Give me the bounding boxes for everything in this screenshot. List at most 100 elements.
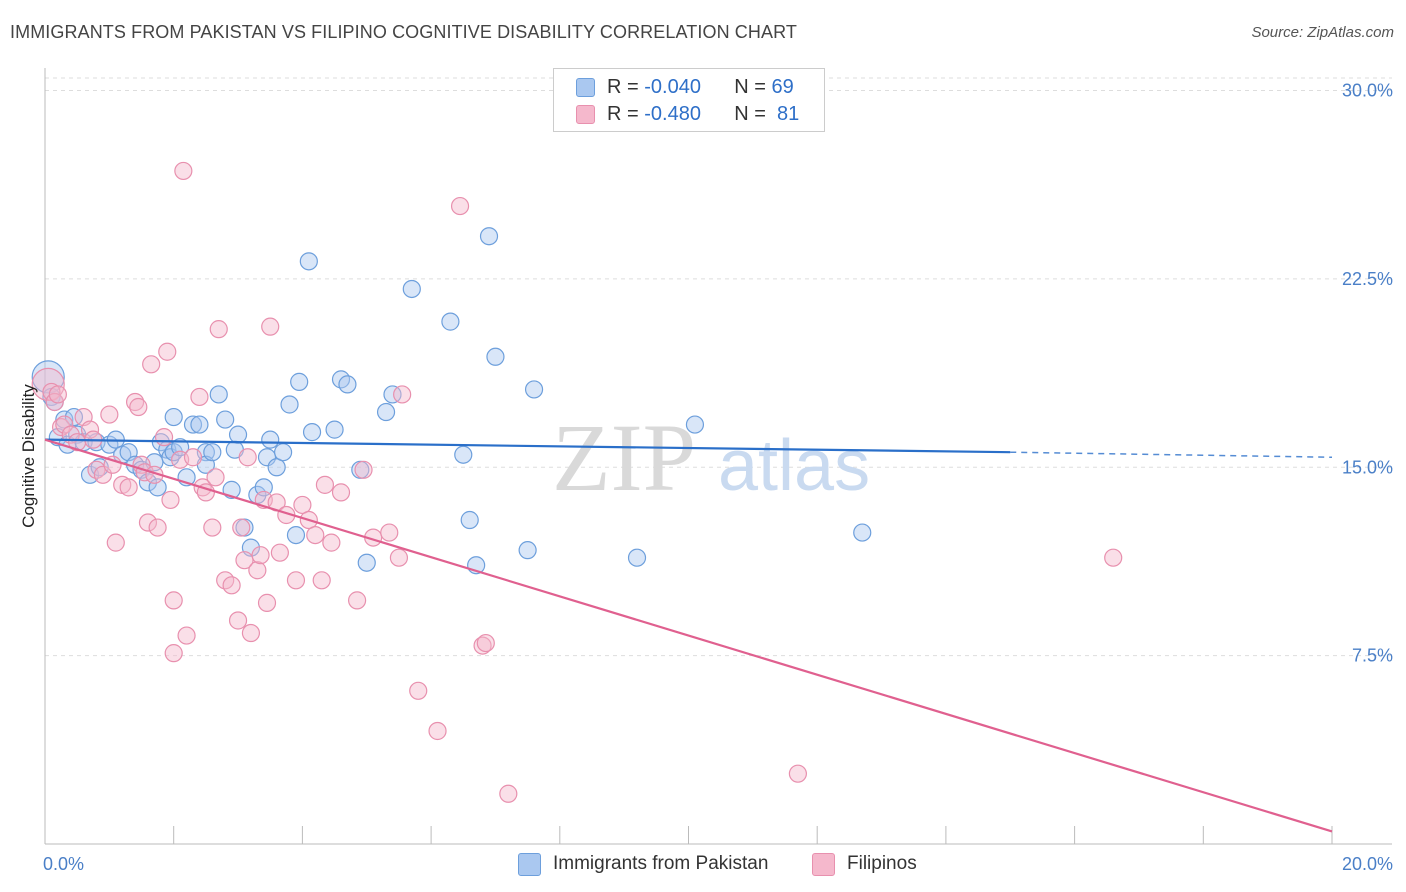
data-point [286, 571, 306, 590]
data-point [174, 161, 193, 181]
data-point [450, 196, 470, 216]
data-point [164, 591, 183, 610]
data-point [383, 385, 402, 404]
data-point [299, 252, 318, 271]
data-point [627, 548, 647, 567]
data-point [376, 402, 396, 422]
watermark: ZIP atlas [552, 404, 870, 511]
data-point [267, 458, 286, 477]
data-point [354, 460, 373, 479]
x-tick-label: 20.0% [1342, 854, 1393, 874]
data-point [476, 633, 495, 653]
data-point [203, 518, 222, 537]
data-point [238, 448, 257, 467]
data-point [322, 533, 341, 552]
data-point [190, 387, 209, 407]
data-point [257, 593, 277, 612]
data-point [280, 395, 299, 414]
legend-r-label: R = [607, 75, 645, 98]
y-tick-label: 15.0% [1342, 457, 1393, 477]
data-point [315, 475, 335, 494]
x-tick-label: 0.0% [43, 854, 84, 874]
data-point [232, 518, 251, 537]
series-legend-label: Immigrants from Pakistan [553, 853, 769, 874]
axes [44, 68, 1392, 845]
data-point [499, 784, 518, 803]
data-point [209, 385, 228, 404]
data-point [486, 347, 505, 366]
y-tick-label: 30.0% [1342, 81, 1393, 101]
data-point [161, 490, 180, 510]
data-point [251, 546, 270, 565]
legend-row-filipinos: R = -0.480 N = 81 [576, 102, 799, 126]
data-point [380, 523, 399, 542]
legend-n-label: N = [734, 75, 772, 98]
data-point [209, 320, 228, 339]
data-point [48, 385, 67, 404]
legend-r-value: -0.480 [644, 102, 701, 125]
data-point [393, 385, 412, 404]
data-point [119, 478, 138, 497]
data-point [331, 483, 351, 502]
chart-title: IMMIGRANTS FROM PAKISTAN VS FILIPINO COG… [10, 22, 797, 42]
correlation-legend: R = -0.040 N = 69 R = -0.480 N = 81 [553, 68, 825, 132]
legend-row-pakistan: R = -0.040 N = 69 [576, 75, 794, 99]
data-point [138, 513, 158, 532]
data-point [409, 681, 428, 700]
data-point [460, 510, 479, 530]
data-point [222, 576, 241, 595]
data-point [853, 523, 872, 542]
data-point [1104, 548, 1123, 567]
trend-line-pakistan [44, 438, 1011, 454]
legend-r-label: R = [607, 102, 645, 125]
data-point [164, 644, 183, 663]
data-point [261, 430, 280, 449]
legend-swatch-blue [576, 77, 595, 97]
data-point [286, 525, 306, 545]
data-point [325, 420, 344, 439]
data-point [441, 312, 460, 331]
trend-line-filipinos [44, 438, 1333, 833]
data-point [51, 417, 71, 437]
data-point [685, 415, 705, 434]
legend-swatch-pink [576, 104, 595, 124]
data-point [164, 407, 183, 427]
legend-r-value: -0.040 [644, 75, 701, 98]
data-point [524, 380, 544, 399]
source-label: Source: ZipAtlas.com [1251, 24, 1394, 41]
legend-n-value: 69 [771, 75, 794, 98]
data-point [302, 423, 322, 442]
data-point [347, 591, 367, 610]
data-point [80, 420, 100, 439]
data-point [254, 478, 273, 497]
series-legend-swatch-pink [812, 852, 835, 876]
data-point [183, 448, 203, 467]
data-point [142, 355, 161, 374]
legend-n-value: 81 [771, 102, 800, 125]
data-point [389, 548, 409, 567]
data-point [190, 415, 209, 434]
data-point [473, 636, 492, 655]
data-point [100, 405, 119, 424]
data-point [273, 443, 293, 462]
data-point [248, 561, 267, 580]
data-point [138, 473, 158, 492]
data-point [290, 372, 309, 391]
data-point [241, 623, 261, 643]
data-point [518, 541, 537, 560]
data-point [479, 227, 499, 246]
data-point [154, 428, 174, 447]
series-legend-swatch-blue [518, 852, 541, 876]
data-point [216, 410, 235, 429]
y-axis-label: Cognitive Disability [19, 384, 38, 528]
watermark-atlas: atlas [718, 426, 870, 506]
series-legend-pakistan: Immigrants from Pakistan [518, 852, 768, 876]
tick-labels: 7.5% 15.0% 22.5% 30.0% 0.0% 20.0% [43, 81, 1393, 874]
data-point [306, 525, 325, 545]
data-point [206, 468, 225, 487]
data-point [171, 438, 190, 457]
y-tick-label: 22.5% [1342, 269, 1393, 289]
data-point [788, 764, 807, 783]
data-point [64, 407, 84, 427]
